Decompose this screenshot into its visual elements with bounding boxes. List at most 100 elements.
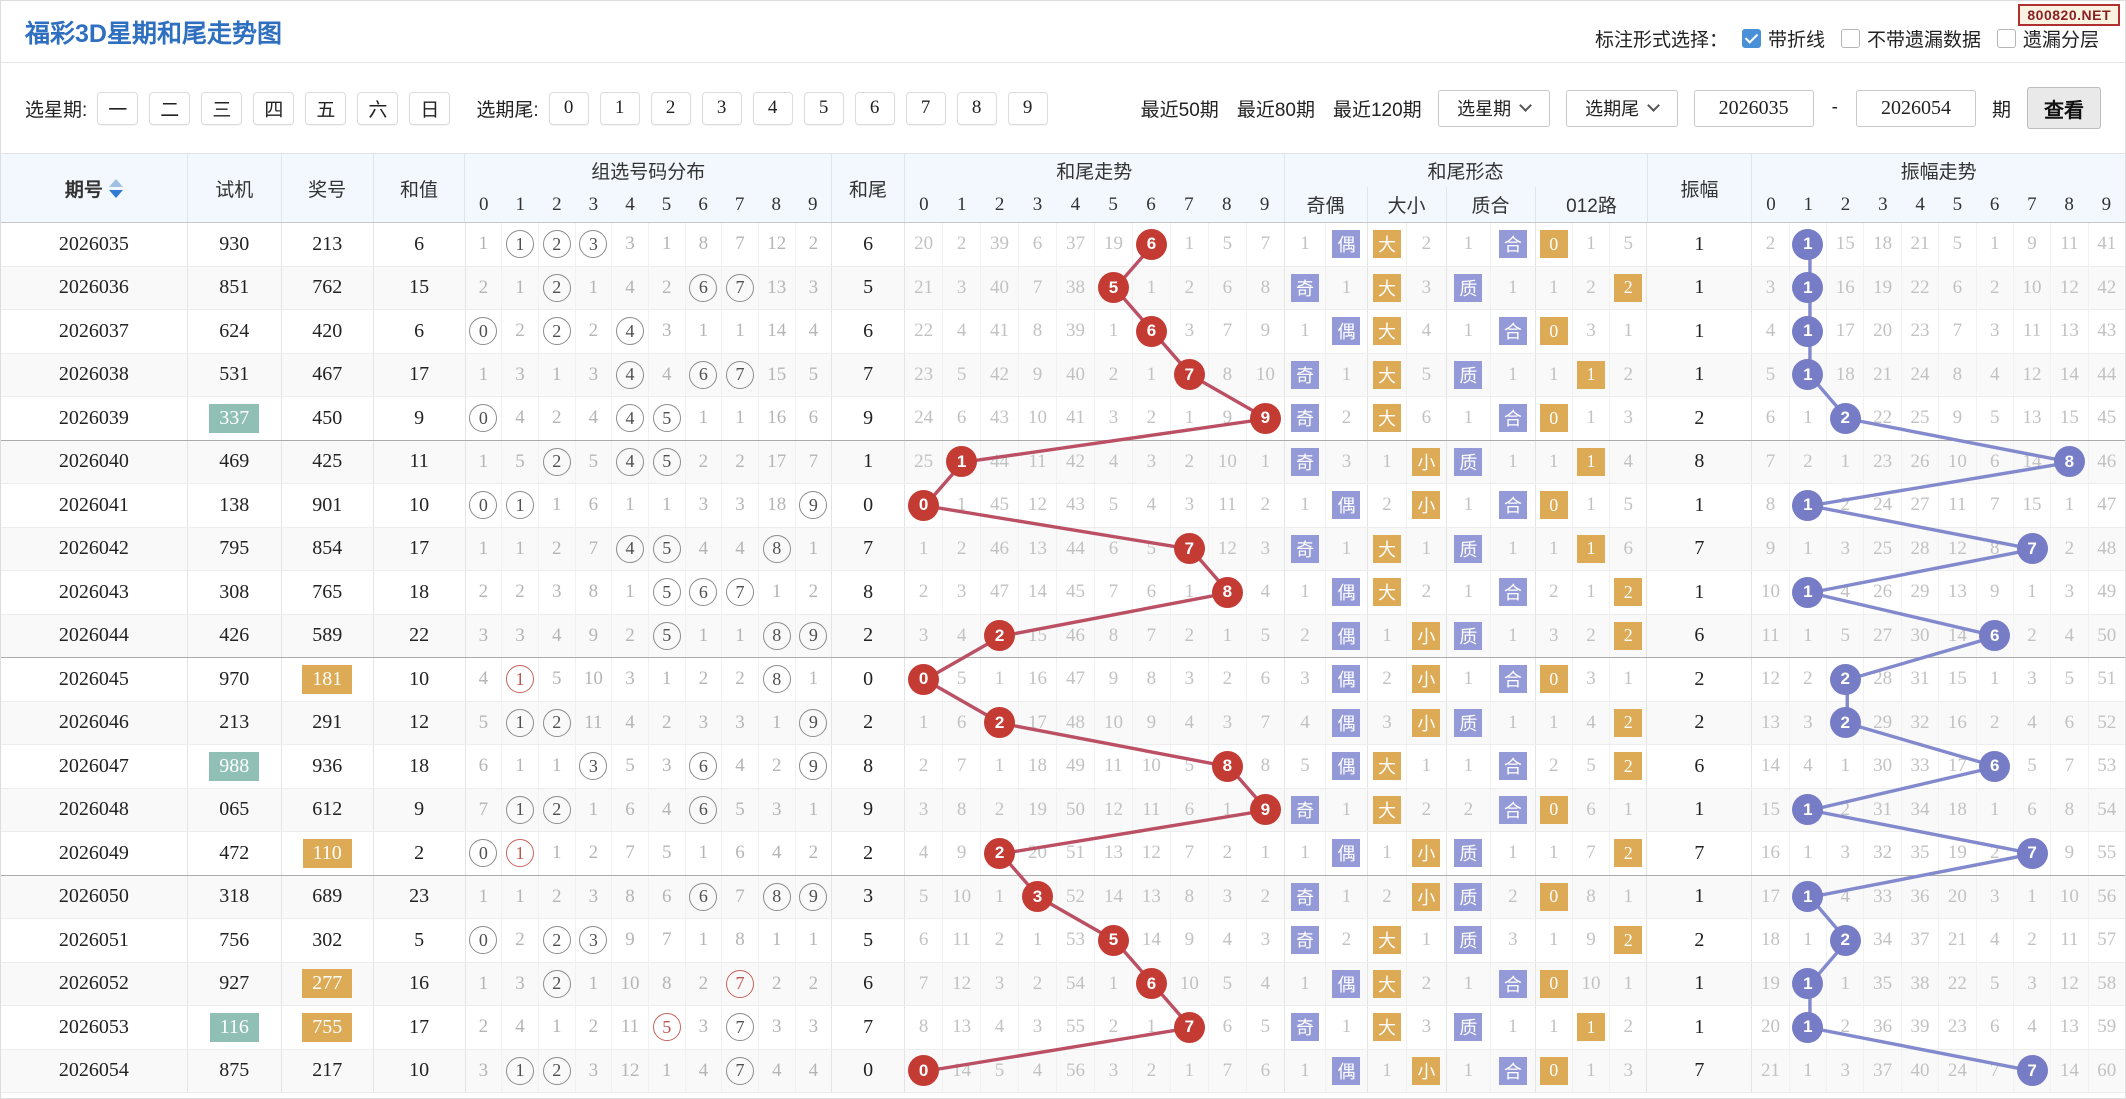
tail-button-7[interactable]: 7: [905, 91, 946, 125]
tail-cell: 6: [832, 962, 906, 1005]
dist-circle: 2: [542, 1056, 571, 1085]
week-button-三[interactable]: 三: [201, 91, 243, 125]
annotation-option[interactable]: 不带遗漏数据: [1840, 25, 1981, 52]
amp-trend-cells: 17 1 4 33 36 20 3 1 10 56: [1752, 875, 2125, 918]
trend-cell: 合: [1491, 658, 1534, 701]
trend-cell: 3: [576, 1049, 613, 1092]
odd-even-cell-tag: 奇: [1291, 926, 1320, 955]
amp-cell: 1: [1647, 223, 1753, 266]
tail-button-9[interactable]: 9: [1007, 91, 1048, 125]
week-button-一[interactable]: 一: [97, 91, 139, 125]
trend-cell: 0: [905, 1049, 944, 1092]
checkbox-icon[interactable]: [1840, 29, 1860, 48]
week-button-二[interactable]: 二: [149, 91, 191, 125]
trend-cell: 18: [1939, 788, 1977, 831]
trend-cell: 50: [2097, 624, 2117, 646]
dist-circle: 3: [579, 926, 608, 955]
prime-cell-tag: 质: [1454, 534, 1483, 563]
dist-circle: 1: [506, 795, 535, 824]
tail-button-8[interactable]: 8: [956, 91, 997, 125]
trend-cell: 6: [808, 407, 819, 429]
issue-cell: 2026045: [1, 658, 188, 701]
tail-button-3[interactable]: 3: [701, 91, 742, 125]
range-to-input[interactable]: [1855, 89, 1976, 127]
prize-number-cell: 765: [282, 571, 374, 614]
trend-cell: 7: [1133, 614, 1171, 657]
trend-cell: 18: [1827, 353, 1865, 396]
trend-cell: 3: [943, 571, 982, 614]
prize-number-cell: 854: [282, 527, 374, 570]
trend-cell: 14: [2014, 440, 2052, 483]
recent-link-0[interactable]: 最近50期: [1140, 99, 1219, 121]
tail-button-1[interactable]: 1: [599, 91, 640, 125]
trend-cell: 34: [1864, 919, 1902, 962]
issue-cell: 2026047: [1, 745, 188, 788]
dist-circle: 7: [726, 1013, 755, 1042]
trend-cell: 38: [1057, 266, 1095, 309]
trend-cell: 7: [1260, 233, 1271, 255]
tail-select[interactable]: 选期尾: [1565, 89, 1678, 127]
trend-cell: 1: [466, 353, 503, 396]
tail-button-4[interactable]: 4: [752, 91, 793, 125]
trend-cell: 5: [1939, 223, 1977, 266]
checkbox-icon[interactable]: [1996, 29, 2016, 48]
trend-cell: 5: [649, 397, 686, 440]
sort-icon[interactable]: [108, 178, 123, 198]
amp-cell: 8: [1647, 440, 1753, 483]
view-button[interactable]: 查看: [2027, 87, 2101, 129]
amp-trend-cells: 11 1 5 27 30 14 6 2 4 50: [1752, 614, 2125, 657]
dist-circle: 9: [799, 621, 828, 650]
col-header-size: 大小: [1368, 187, 1447, 222]
trend-cell: 5: [649, 571, 686, 614]
amp-cell: 7: [1647, 527, 1753, 570]
trend-cell: 奇: [1285, 919, 1327, 962]
trend-cell: 16: [1019, 658, 1057, 701]
col-header-dist-digit-1: 1: [515, 193, 526, 215]
trend-cell: 8: [649, 962, 686, 1005]
trend-cell: 12: [612, 1049, 649, 1092]
trend-cell: 1: [466, 962, 503, 1005]
prime-cell-tag: 质: [1454, 839, 1483, 868]
annotation-option[interactable]: 遗漏分层: [1996, 25, 2099, 52]
trend-cell: 1: [1573, 353, 1611, 396]
checkbox-checked-icon[interactable]: [1741, 29, 1761, 48]
prime-cell-tag: 合: [1498, 578, 1527, 607]
trend-cell: 4: [612, 397, 649, 440]
week-button-四[interactable]: 四: [253, 91, 295, 125]
range-from-input[interactable]: [1693, 89, 1814, 127]
dist-circle: 4: [616, 360, 645, 389]
trend-cell: 6: [905, 919, 944, 962]
tail-button-5[interactable]: 5: [803, 91, 844, 125]
trend-cell: 大: [1368, 919, 1408, 962]
trend-cell: 4: [576, 397, 613, 440]
tail-button-0[interactable]: 0: [548, 91, 589, 125]
week-button-六[interactable]: 六: [357, 91, 399, 125]
col-header-amp-trend-digit-7: 7: [2027, 193, 2037, 215]
dist-circle-red: 1: [506, 839, 535, 868]
dist-cells: 1 5 2 5 4 5 2 2 17 7: [466, 440, 833, 483]
week-button-五[interactable]: 五: [305, 91, 347, 125]
annotation-option[interactable]: 带折线: [1741, 25, 1825, 52]
recent-link-1[interactable]: 最近80期: [1236, 99, 1315, 121]
week-button-日[interactable]: 日: [409, 91, 451, 125]
table-body: 2026035 930 213 6 1 1 2 3 3 1 8 7 12 2 6 20 2 39 6 37 19 6 1 5 7…: [1, 223, 2125, 1093]
trend-cell: 2: [539, 962, 576, 1005]
tail-button-6[interactable]: 6: [854, 91, 895, 125]
dist-circle: 7: [726, 1056, 755, 1085]
trend-cell: 大: [1368, 745, 1408, 788]
tail-ball: 6: [1135, 228, 1167, 260]
trend-cell: 2: [1977, 701, 2014, 744]
dist-circle: 0: [469, 839, 498, 868]
trend-cell: 1: [1447, 484, 1492, 527]
recent-link-2[interactable]: 最近120期: [1332, 99, 1422, 121]
trend-cell: 1: [981, 745, 1020, 788]
trend-cell: 7: [722, 962, 759, 1005]
test-number-cell: 472: [188, 832, 282, 875]
week-select[interactable]: 选星期: [1437, 89, 1550, 127]
annotation-option-label: 带折线: [1767, 30, 1825, 51]
trend-cell: 5: [576, 440, 613, 483]
tail-trend-cells: 0 1 45 12 43 5 4 3 11 2: [905, 484, 1285, 527]
tail-button-2[interactable]: 2: [650, 91, 691, 125]
prize-number-cell: 425: [282, 440, 374, 483]
